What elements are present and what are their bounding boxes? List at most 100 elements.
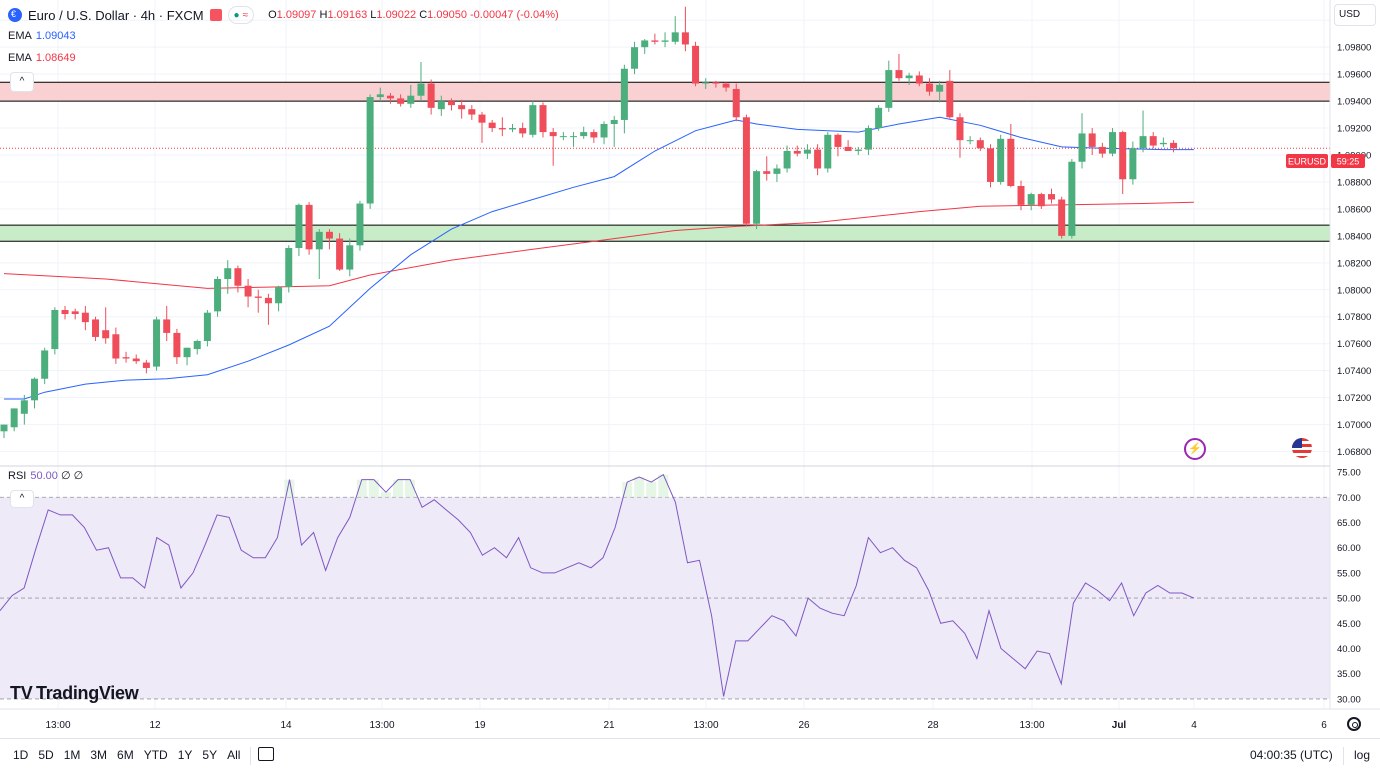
candle[interactable] — [1098, 142, 1106, 158]
candle[interactable] — [61, 305, 69, 320]
support-zone[interactable] — [0, 225, 1330, 242]
candle[interactable] — [122, 351, 130, 363]
candle[interactable] — [783, 145, 791, 173]
ema-fast-legend[interactable]: EMA 1.09043 — [8, 30, 76, 42]
candle[interactable] — [336, 233, 344, 271]
candle[interactable] — [244, 279, 252, 308]
candle[interactable] — [397, 94, 405, 107]
candle[interactable] — [1058, 196, 1066, 239]
candle[interactable] — [509, 124, 516, 133]
range-all-button[interactable]: All — [227, 748, 241, 762]
candle[interactable] — [366, 94, 374, 209]
range-ytd-button[interactable]: YTD — [143, 748, 168, 762]
candle[interactable] — [539, 102, 547, 138]
candle[interactable] — [651, 33, 659, 45]
candle[interactable] — [285, 245, 293, 293]
candle[interactable] — [264, 293, 272, 325]
candle[interactable] — [112, 327, 120, 364]
candle[interactable] — [31, 377, 39, 409]
candle[interactable] — [844, 140, 852, 151]
candle[interactable] — [895, 53, 903, 81]
candle[interactable] — [173, 328, 181, 364]
range-1m-button[interactable]: 1M — [63, 748, 81, 762]
collapse-legend-button[interactable]: ^ — [10, 72, 34, 92]
range-6m-button[interactable]: 6M — [117, 748, 134, 762]
candle[interactable] — [854, 146, 862, 155]
candle[interactable] — [834, 133, 842, 157]
candle[interactable] — [203, 310, 211, 347]
candle[interactable] — [71, 308, 79, 320]
candle-series[interactable] — [0, 6, 1178, 439]
candle[interactable] — [976, 137, 984, 151]
candle[interactable] — [193, 339, 201, 355]
candle[interactable] — [132, 354, 140, 364]
candle[interactable] — [590, 129, 598, 143]
candle[interactable] — [1078, 113, 1086, 169]
candle[interactable] — [325, 229, 333, 250]
candle[interactable] — [275, 285, 283, 312]
candle[interactable] — [610, 115, 618, 147]
rsi-pane[interactable] — [0, 473, 1330, 700]
candle[interactable] — [763, 156, 771, 181]
candle[interactable] — [702, 78, 710, 89]
collapse-rsi-legend-button[interactable]: ^ — [10, 490, 34, 508]
candle[interactable] — [681, 6, 689, 52]
candle[interactable] — [1088, 128, 1096, 155]
candle[interactable] — [356, 200, 364, 251]
range-5d-button[interactable]: 5D — [38, 748, 54, 762]
candle[interactable] — [1159, 137, 1167, 147]
range-1y-button[interactable]: 1Y — [177, 748, 193, 762]
candle[interactable] — [1007, 124, 1015, 188]
candle[interactable] — [20, 394, 28, 425]
candle[interactable] — [102, 307, 110, 344]
candle[interactable] — [41, 347, 49, 385]
time-axis[interactable]: 13:00 12 14 13:00 19 21 13:00 26 28 13:00 Jul 4 6 — [45, 720, 1327, 731]
range-3m-button[interactable]: 3M — [90, 748, 108, 762]
range-5y-button[interactable]: 5Y — [202, 748, 218, 762]
candle[interactable] — [1109, 128, 1117, 157]
candle[interactable] — [631, 41, 639, 75]
candle[interactable] — [498, 117, 506, 137]
range-1d-button[interactable]: 1D — [13, 748, 29, 762]
candle[interactable] — [92, 316, 100, 341]
alert-marker-icon[interactable] — [209, 9, 222, 21]
us-flag-icon[interactable] — [1292, 438, 1312, 458]
rsi-legend[interactable]: RSI 50.00 ∅ ∅ — [8, 469, 83, 482]
ema-slow-legend[interactable]: EMA 1.08649 — [8, 52, 76, 64]
candle[interactable] — [417, 62, 425, 102]
candle[interactable] — [529, 101, 537, 138]
candle[interactable] — [346, 238, 354, 277]
candle[interactable] — [153, 316, 161, 371]
candle[interactable] — [1017, 180, 1025, 211]
candle[interactable] — [10, 408, 18, 432]
candle[interactable] — [224, 260, 232, 294]
candle[interactable] — [641, 39, 649, 54]
log-scale-toggle[interactable]: log — [1354, 748, 1371, 762]
candle[interactable] — [1129, 141, 1137, 185]
candle[interactable] — [488, 119, 496, 133]
currency-select[interactable]: USD — [1334, 4, 1376, 26]
candle[interactable] — [742, 114, 750, 227]
candle[interactable] — [925, 78, 933, 96]
candle[interactable] — [1037, 192, 1045, 209]
chart-canvas[interactable]: 1.100001.098001.096001.094001.092001.090… — [0, 0, 1380, 738]
candle[interactable] — [305, 202, 313, 255]
candle[interactable] — [549, 128, 557, 166]
candle[interactable] — [1068, 159, 1076, 239]
ema-fast-line[interactable] — [4, 116, 1194, 400]
candle[interactable] — [997, 134, 1005, 185]
candle[interactable] — [142, 359, 150, 374]
candle[interactable] — [458, 99, 466, 119]
candle[interactable] — [885, 60, 893, 112]
candle[interactable] — [620, 64, 628, 134]
candle[interactable] — [753, 169, 761, 230]
candle[interactable] — [915, 71, 923, 87]
candle[interactable] — [966, 136, 974, 145]
candle[interactable] — [875, 105, 883, 131]
candle[interactable] — [661, 32, 669, 48]
candle[interactable] — [773, 164, 781, 182]
candle[interactable] — [936, 80, 944, 103]
settings-gear-icon[interactable] — [1347, 717, 1361, 731]
candle[interactable] — [81, 305, 89, 331]
rsi-line[interactable] — [0, 473, 1195, 697]
